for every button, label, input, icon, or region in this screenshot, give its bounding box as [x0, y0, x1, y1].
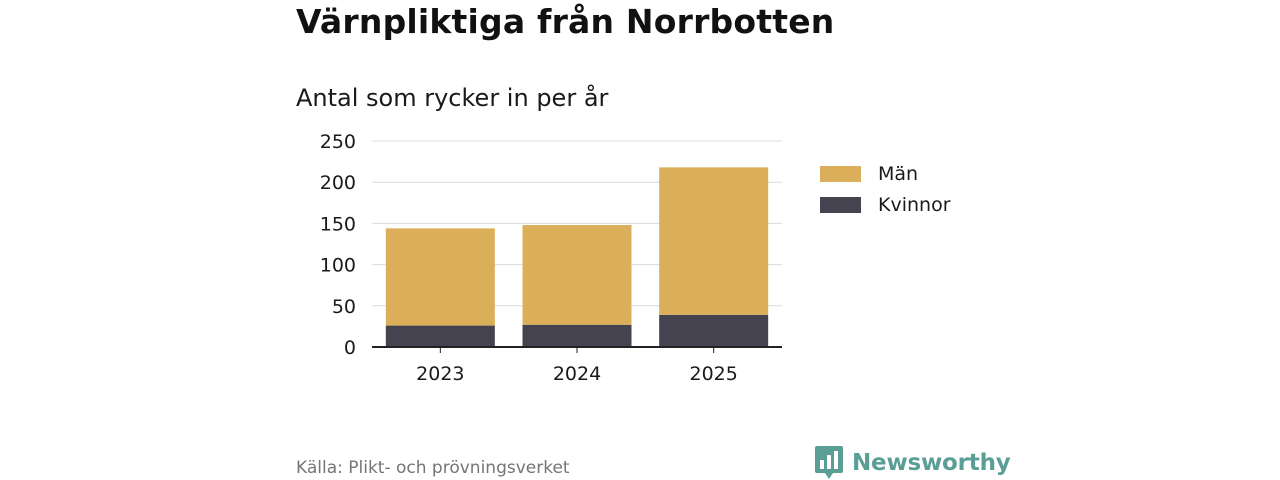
chart-subtitle: Antal som rycker in per år: [296, 84, 609, 112]
legend-swatch-man: [820, 165, 861, 182]
legend-label-kvinnor: Kvinnor: [878, 193, 951, 216]
newsworthy-logo[interactable]: Newsworthy: [815, 446, 1011, 480]
y-tick-label-150: 150: [320, 213, 356, 235]
bar-2024-kvinnor: [522, 324, 632, 347]
chart-title: Värnpliktiga från Norrbotten: [296, 2, 835, 41]
legend-item-kvinnor: Kvinnor: [820, 189, 951, 220]
legend-swatch-kvinnor: [820, 196, 861, 213]
bar-2023-män: [385, 228, 495, 326]
x-tick-label-2025: 2025: [689, 363, 737, 385]
bar-2023-kvinnor: [385, 325, 495, 347]
y-tick-label-0: 0: [344, 337, 356, 359]
y-tick-label-100: 100: [320, 255, 356, 277]
legend-item-man: Män: [820, 158, 951, 189]
x-tick-label-2023: 2023: [416, 363, 464, 385]
brand-name: Newsworthy: [852, 450, 1011, 476]
x-tick-label-2024: 2024: [553, 363, 601, 385]
bar-2025-kvinnor: [659, 314, 769, 347]
bar-2024-män: [522, 225, 632, 325]
bar-2025-män: [659, 167, 769, 315]
y-tick-label-200: 200: [320, 172, 356, 194]
y-tick-label-250: 250: [320, 131, 356, 153]
y-tick-label-50: 50: [332, 296, 356, 318]
chart-legend: Män Kvinnor: [820, 158, 951, 220]
source-note: Källa: Plikt- och prövningsverket: [296, 458, 570, 478]
legend-label-man: Män: [878, 162, 919, 185]
bar-chart-icon: [815, 446, 843, 479]
